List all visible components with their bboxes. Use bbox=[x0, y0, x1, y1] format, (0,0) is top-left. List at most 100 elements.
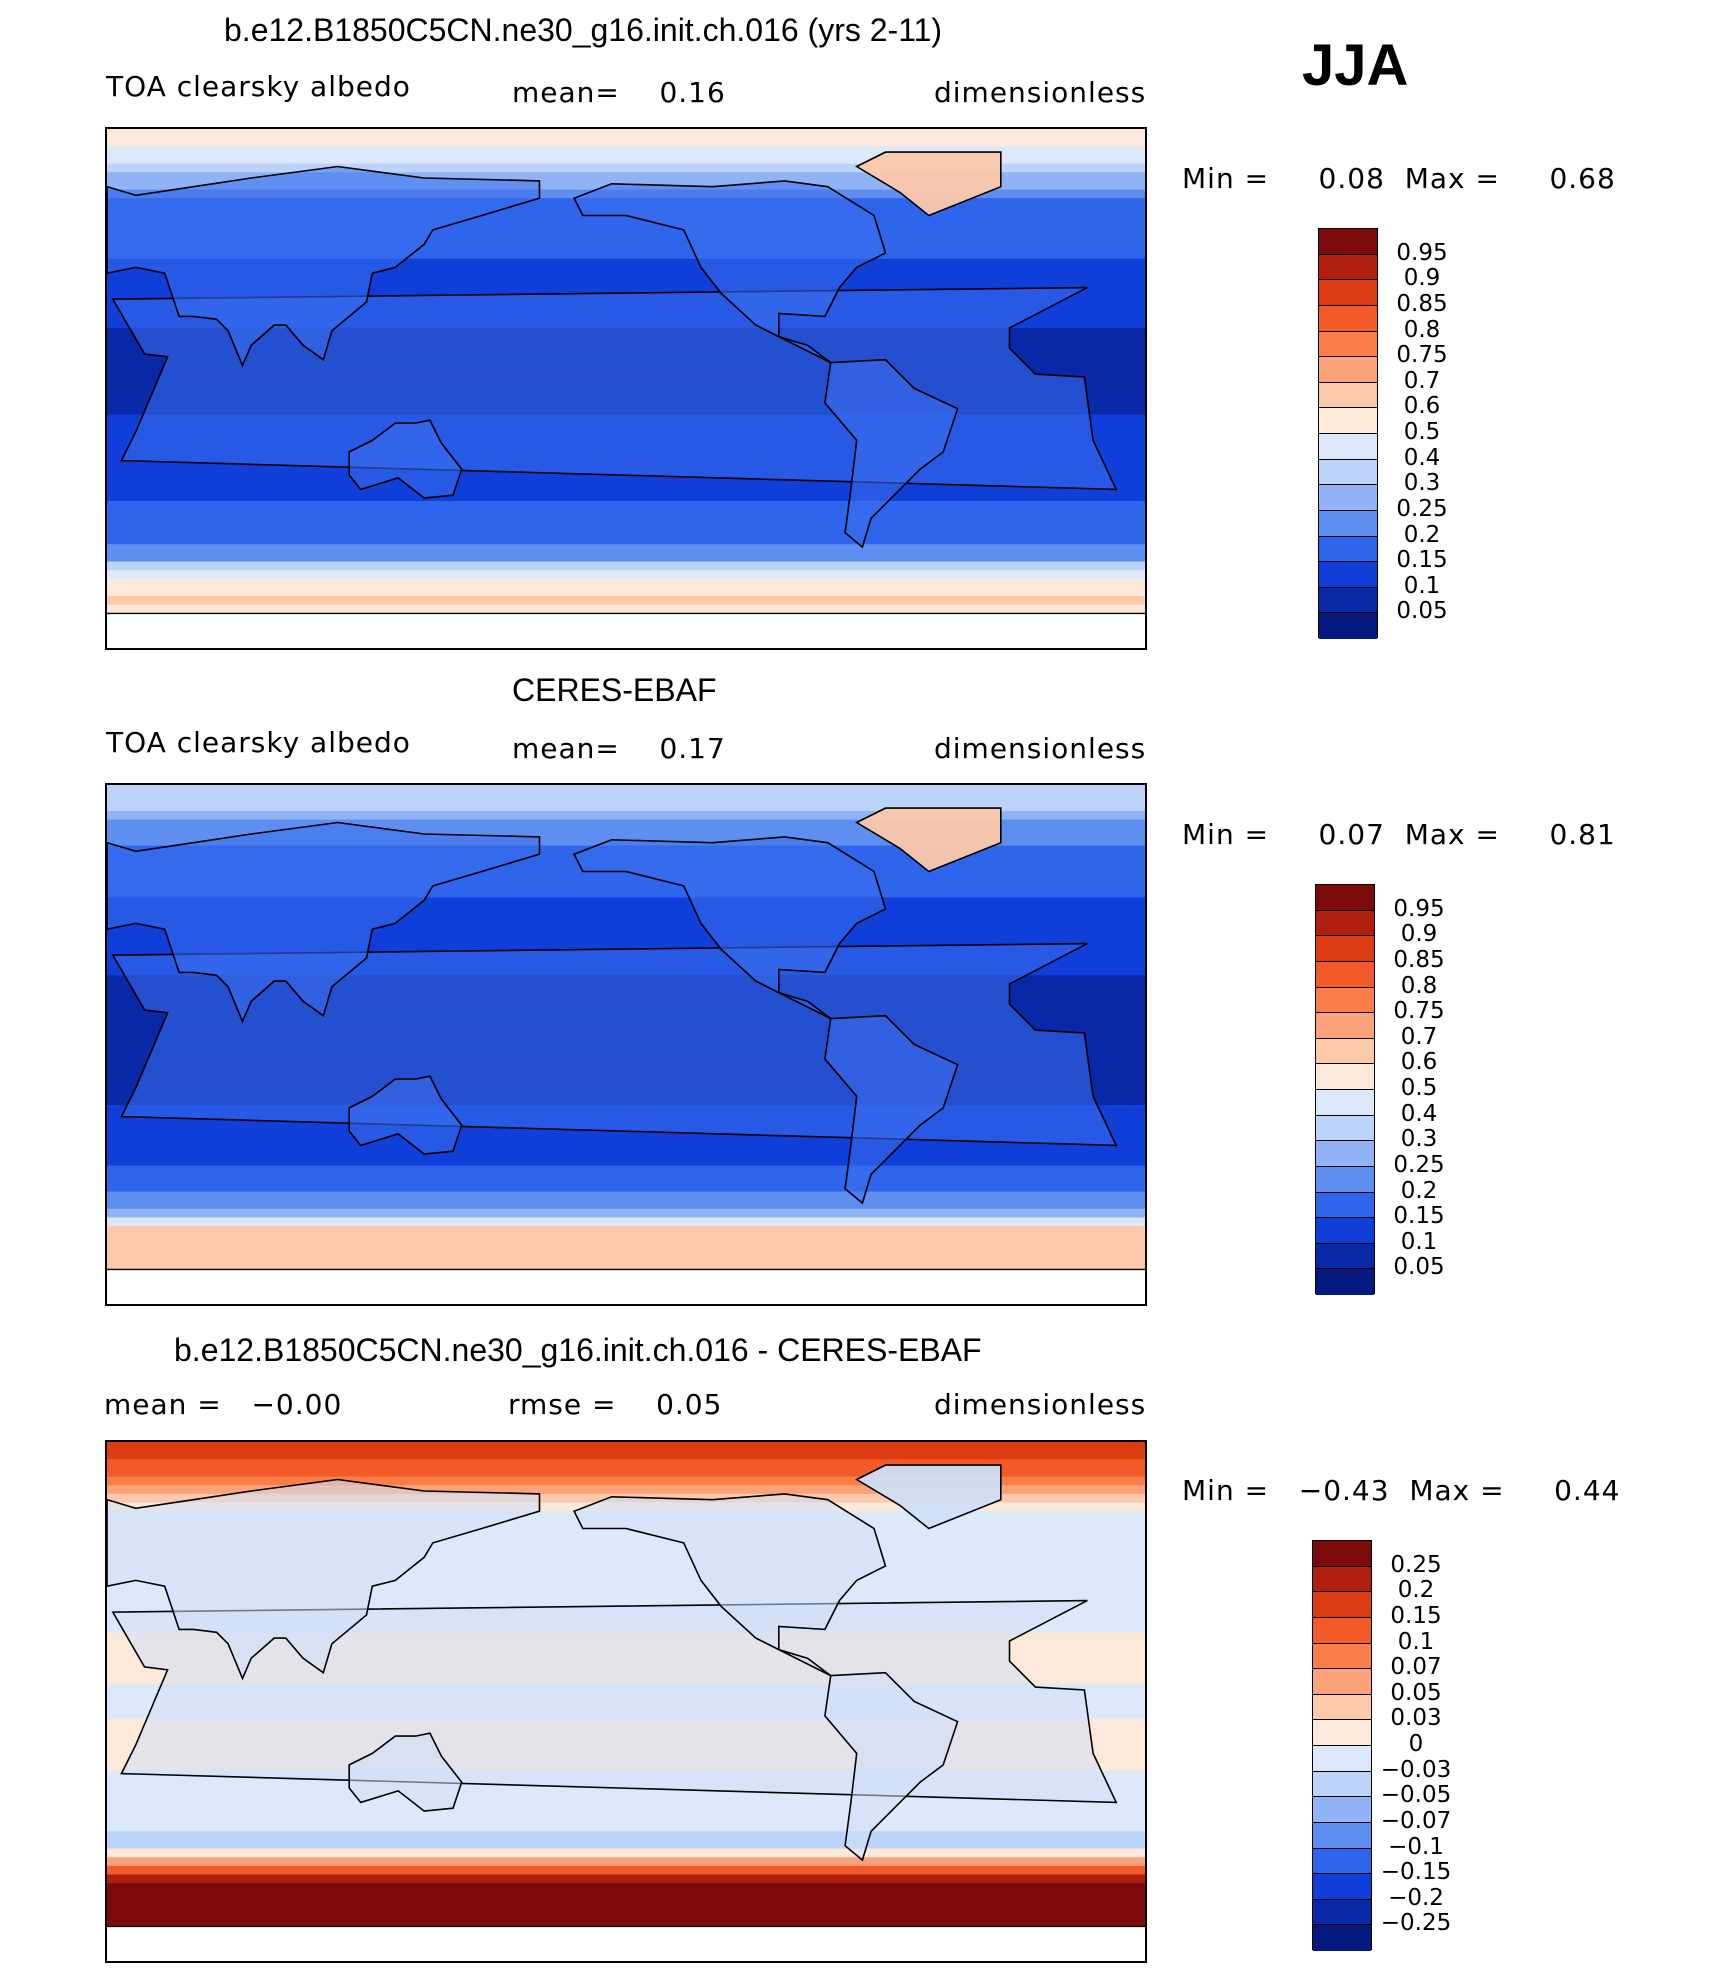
panel1-variable: TOA clearsky albedo bbox=[106, 70, 411, 103]
colorbar-swatch bbox=[1313, 1720, 1371, 1746]
coastline bbox=[855, 1464, 1002, 1530]
field-band bbox=[107, 932, 1145, 942]
field-band bbox=[107, 1883, 1145, 1893]
colorbar-tick-label: 0.75 bbox=[1393, 998, 1445, 1025]
panel3-title: b.e12.B1850C5CN.ne30_g16.init.ch.016 - C… bbox=[174, 1332, 982, 1368]
colorbar-swatch bbox=[1313, 1566, 1371, 1593]
field-band bbox=[107, 552, 1145, 563]
field-band bbox=[107, 276, 1145, 286]
colorbar-swatch bbox=[1319, 434, 1377, 460]
coastline bbox=[855, 151, 1002, 217]
panel3-map bbox=[105, 1440, 1147, 1963]
field-band bbox=[107, 1554, 1145, 1564]
field-band bbox=[107, 1131, 1145, 1141]
colorbar-tick-label: 0.15 bbox=[1390, 1602, 1442, 1629]
colorbar-tick-label: 0.8 bbox=[1400, 972, 1438, 999]
field-band bbox=[107, 871, 1145, 881]
field-band bbox=[107, 1563, 1145, 1573]
colorbar-swatch bbox=[1319, 510, 1377, 537]
field-band bbox=[107, 526, 1145, 537]
field-band bbox=[107, 509, 1145, 519]
colorbar-swatch bbox=[1316, 1038, 1374, 1065]
colorbar-swatch bbox=[1316, 1218, 1374, 1244]
field-band bbox=[107, 1252, 1145, 1262]
colorbar-swatch bbox=[1316, 1090, 1374, 1116]
panel3-minmax: Min = −0.43 Max = 0.44 bbox=[1182, 1474, 1621, 1507]
field-band bbox=[107, 940, 1145, 950]
colorbar-tick-label: 0.25 bbox=[1396, 495, 1448, 522]
colorbar-tick-label: 0.8 bbox=[1403, 316, 1441, 343]
field-band bbox=[107, 535, 1145, 545]
colorbar-swatch bbox=[1313, 1848, 1371, 1875]
field-band bbox=[107, 1589, 1145, 1599]
colorbar-tick-label: 0.7 bbox=[1400, 1023, 1438, 1050]
field-band bbox=[107, 596, 1145, 606]
colorbar-tick-label: 0.5 bbox=[1403, 419, 1441, 445]
field-band bbox=[107, 906, 1145, 916]
field-band bbox=[107, 250, 1145, 260]
field-band bbox=[107, 1865, 1145, 1876]
colorbar-tick-label: 0.4 bbox=[1400, 1100, 1438, 1127]
colorbar-swatch bbox=[1319, 331, 1377, 358]
colorbar-swatch bbox=[1319, 408, 1377, 434]
field-band bbox=[107, 1467, 1145, 1478]
field-band bbox=[107, 224, 1145, 234]
colorbar-tick-label: −0.07 bbox=[1380, 1807, 1452, 1834]
colorbar-tick-label: −0.25 bbox=[1380, 1910, 1452, 1937]
colorbar-swatch bbox=[1316, 1192, 1374, 1219]
colorbar-swatch bbox=[1313, 1925, 1371, 1951]
field-band bbox=[107, 154, 1145, 165]
field-band bbox=[107, 1243, 1145, 1253]
colorbar-swatch bbox=[1313, 1797, 1371, 1823]
colorbar-swatches bbox=[1312, 1540, 1372, 1951]
colorbar-tick-label: 0.85 bbox=[1393, 946, 1445, 973]
panel2-field bbox=[107, 785, 1145, 1304]
colorbar-tick-label: −0.2 bbox=[1388, 1884, 1444, 1911]
colorbar-swatch bbox=[1316, 1269, 1374, 1295]
field-band bbox=[107, 570, 1145, 580]
field-band bbox=[107, 258, 1145, 268]
field-band bbox=[107, 1813, 1145, 1824]
colorbar-tick-label: 0.85 bbox=[1396, 290, 1448, 317]
field-band bbox=[107, 1597, 1145, 1607]
colorbar-tick-label: 0.1 bbox=[1397, 1628, 1435, 1655]
field-band bbox=[107, 1528, 1145, 1538]
field-band bbox=[107, 232, 1145, 243]
coastline bbox=[107, 165, 541, 368]
field-band bbox=[107, 1200, 1145, 1210]
colorbar-tick-label: 0.07 bbox=[1390, 1654, 1442, 1681]
field-band bbox=[107, 1226, 1145, 1236]
colorbar-swatch bbox=[1313, 1746, 1371, 1772]
field-band bbox=[107, 500, 1145, 511]
field-band bbox=[107, 1485, 1145, 1495]
colorbar-swatch bbox=[1313, 1874, 1371, 1900]
colorbar-tick-label: 0.2 bbox=[1403, 521, 1441, 548]
field-band bbox=[107, 492, 1145, 502]
colorbar-swatch bbox=[1316, 987, 1374, 1014]
colorbar-tick-label: 0.6 bbox=[1403, 393, 1441, 420]
panel2-title: CERES-EBAF bbox=[512, 672, 717, 708]
field-band bbox=[107, 1580, 1145, 1590]
colorbar-tick-label: 0.6 bbox=[1400, 1049, 1438, 1076]
colorbar-tick-label: 0.9 bbox=[1400, 921, 1438, 948]
field-band bbox=[107, 1917, 1145, 1927]
field-band bbox=[107, 1900, 1145, 1910]
field-band bbox=[107, 888, 1145, 899]
field-band bbox=[107, 1208, 1145, 1219]
field-band bbox=[107, 267, 1145, 277]
colorbar-swatch bbox=[1316, 1115, 1374, 1142]
field-band bbox=[107, 1442, 1145, 1452]
colorbar-swatches bbox=[1315, 884, 1375, 1295]
field-band bbox=[107, 587, 1145, 597]
coastline bbox=[572, 180, 887, 364]
panel2-map bbox=[105, 783, 1147, 1306]
field-band bbox=[107, 1537, 1145, 1547]
colorbar-swatch bbox=[1316, 1141, 1374, 1167]
colorbar-swatch bbox=[1313, 1771, 1371, 1798]
colorbar-tick-label: 0.2 bbox=[1397, 1577, 1435, 1604]
colorbar-swatch bbox=[1319, 459, 1377, 486]
field-band bbox=[107, 1848, 1145, 1858]
colorbar-tick-label: 0.15 bbox=[1393, 1203, 1445, 1230]
field-band bbox=[107, 914, 1145, 924]
panel3-colorbar: 0.25 0.2 0.15 0.1 0.07 0.05 0.03 0 −0.03 −0.05 −0.… bbox=[1312, 1540, 1462, 1951]
